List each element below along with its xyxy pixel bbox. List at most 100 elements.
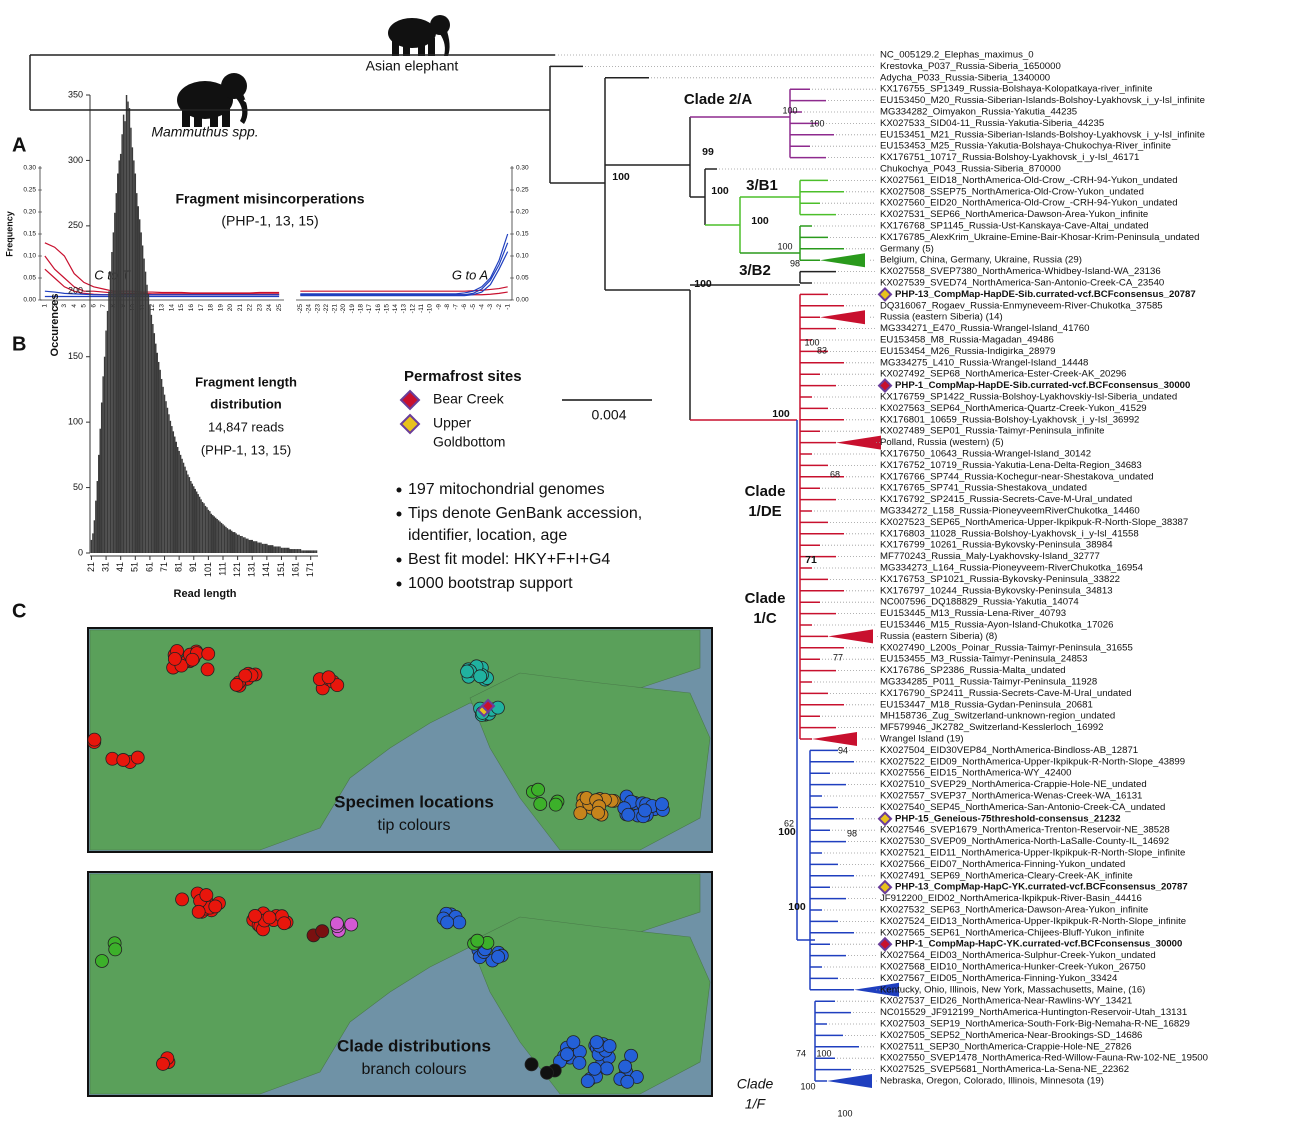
histogram-bar xyxy=(214,516,215,553)
tip-label: KX027566_EID07_NorthAmerica-Finning-Yuko… xyxy=(880,859,1125,870)
tip-label: KX027563_SEP64_NorthAmerica-Quartz-Creek… xyxy=(880,403,1147,414)
histogram-bar xyxy=(295,549,296,553)
histogram-bar xyxy=(199,497,200,553)
tip-label: KX176801_10659_Russia-Bolshoy-Lyakhovsk_… xyxy=(880,414,1139,425)
histogram-bar xyxy=(297,549,298,553)
histogram-bar xyxy=(113,232,114,553)
x-tick-label: -19 xyxy=(349,304,356,314)
y-tick-label: 0.15 xyxy=(23,231,36,238)
tip-label: KX027558_SVEP7380_NorthAmerica-Whidbey-I… xyxy=(880,266,1161,277)
histogram-bar xyxy=(149,304,150,553)
legend-title: Permafrost sites xyxy=(404,368,522,385)
tip-label: KX176803_11028_Russia-Bolshoy-Lyakhovsk_… xyxy=(880,528,1139,539)
histogram-bar xyxy=(231,531,232,553)
histogram-bar xyxy=(316,550,317,553)
tip-label: EU153455_M3_Russia-Taimyr-Peninsula_2485… xyxy=(880,654,1087,665)
histogram-bar xyxy=(253,541,254,553)
clade-label: Clade xyxy=(745,483,786,500)
histogram-bar xyxy=(190,481,191,553)
histogram-bar xyxy=(148,294,149,553)
x-tick-label: 15 xyxy=(178,304,185,312)
map-title: Clade distributions xyxy=(337,1036,491,1055)
histogram-bar xyxy=(203,503,204,553)
x-tick-label: 19 xyxy=(217,304,224,312)
histogram-bar xyxy=(158,362,159,553)
histogram-bar xyxy=(235,533,236,553)
histogram-bar xyxy=(246,539,247,553)
tip-label: KX027561_EID18_NorthAmerica-Old-Crow_-CR… xyxy=(880,175,1178,186)
x-tick-label: 121 xyxy=(232,562,242,577)
site-dot xyxy=(567,1036,580,1049)
bullet xyxy=(397,582,402,587)
histogram-bar xyxy=(206,507,207,553)
histogram-bar xyxy=(259,543,260,553)
site-dot xyxy=(330,917,343,930)
x-tick-label: 17 xyxy=(198,304,205,312)
histogram-bar xyxy=(301,550,302,553)
y-axis-label: Frequency xyxy=(4,211,14,257)
histogram-bar xyxy=(307,550,308,553)
bullet xyxy=(397,488,402,493)
histogram-bar xyxy=(102,376,103,553)
site-dot xyxy=(263,911,276,924)
x-tick-label: 71 xyxy=(159,562,169,572)
x-tick-label: 6 xyxy=(90,304,97,308)
tip-label: EU153451_M21_Russia-Siberian-Islands-Bol… xyxy=(880,129,1205,140)
site-dot xyxy=(453,916,466,929)
collapsed-clade xyxy=(827,1074,872,1088)
figure: Asian elephant Mammuthus spp. A123456789… xyxy=(0,0,1304,1125)
note: Best fit model: HKY+F+I+G4 xyxy=(408,551,610,568)
y-tick-label: 0 xyxy=(78,547,83,557)
histogram-bar xyxy=(314,550,315,553)
histogram-bar xyxy=(227,528,228,553)
site-dot xyxy=(441,916,454,929)
histogram-bar xyxy=(167,408,168,553)
histogram-bar xyxy=(161,379,162,553)
histogram-bar xyxy=(225,527,226,553)
tip-label: KX176786_SP2386_Russia-Malta_undated xyxy=(880,665,1066,676)
x-tick-label: -20 xyxy=(340,304,347,314)
tip-label: KX027508_SSEP75_NorthAmerica-Old-Crow-Yu… xyxy=(880,186,1144,197)
tip-label: KX027491_SEP69_NorthAmerica-Cleary-Creek… xyxy=(880,870,1133,881)
histogram-bar xyxy=(244,537,245,553)
histogram-bar xyxy=(138,206,139,553)
bootstrap-label: 83 xyxy=(817,345,827,355)
site-dot xyxy=(109,943,122,956)
x-tick-label: -2 xyxy=(496,304,503,310)
x-tick-label: -7 xyxy=(453,304,460,310)
histogram-bar xyxy=(285,548,286,553)
histogram-bar xyxy=(130,128,131,553)
mammoth-icon xyxy=(177,73,251,127)
histogram-bar xyxy=(95,501,96,553)
histogram-bar xyxy=(212,515,213,553)
bootstrap-label: 68 xyxy=(830,469,840,479)
histogram-bar xyxy=(310,550,311,553)
scale-label: 0.004 xyxy=(591,407,626,423)
tip-label: KX027550_SVEP1478_NorthAmerica-Red-Willo… xyxy=(880,1053,1208,1064)
histogram-bar xyxy=(111,252,112,553)
x-tick-label: 161 xyxy=(290,562,300,577)
mammoth-label: Mammuthus spp. xyxy=(151,124,258,140)
histogram-bar xyxy=(205,506,206,553)
x-tick-label: 25 xyxy=(276,304,283,312)
tip-label: MG334272_L158_Russia-PioneyveemRiverChuk… xyxy=(880,506,1140,517)
bootstrap-label: 77 xyxy=(833,652,843,662)
histogram-bar xyxy=(241,536,242,553)
x-tick-label: -12 xyxy=(409,304,416,314)
tip-label: Chukochya_P043_Russia-Siberia_870000 xyxy=(880,164,1061,175)
site-marker xyxy=(879,881,891,893)
bullet xyxy=(397,512,402,517)
tip-label: KX176768_SP1145_Russia-Ust-Kanskaya-Cave… xyxy=(880,221,1149,232)
x-tick-label: 20 xyxy=(227,304,234,312)
chart-title: Fragment misincorperations xyxy=(175,191,364,207)
histogram-bar xyxy=(268,545,269,553)
site-dot xyxy=(322,671,335,684)
histogram-bar xyxy=(107,311,108,553)
histogram-bar xyxy=(276,546,277,553)
histogram-bar xyxy=(181,459,182,553)
site-marker xyxy=(879,380,891,392)
bootstrap-label: 100 xyxy=(837,1108,852,1118)
tip-label: KX176750_10643_Russia-Wrangel-Island_301… xyxy=(880,449,1091,460)
tip-label: KX027537_EID26_NorthAmerica-Near-Rawlins… xyxy=(880,996,1132,1007)
y-tick-label: 0.05 xyxy=(516,275,529,282)
